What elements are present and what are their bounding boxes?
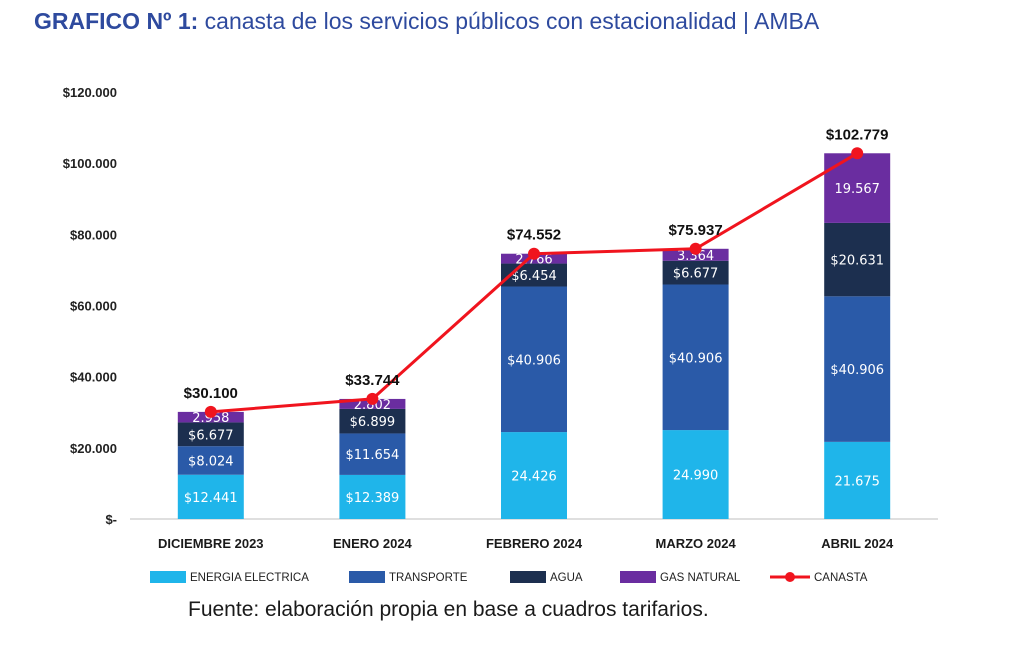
legend-label-agua: AGUA — [550, 572, 583, 584]
data-label-transporte: $8.024 — [188, 454, 234, 469]
data-label-gas-natural: 3.364 — [677, 249, 714, 264]
bar-segment-energia-electrica — [501, 432, 567, 519]
bar-segment-transporte — [824, 296, 891, 442]
legend-label-canasta: CANASTA — [814, 572, 868, 584]
data-label-agua: $6.677 — [188, 428, 234, 443]
canasta-point — [689, 242, 702, 255]
y-tick-label: $120.000 — [63, 85, 117, 100]
y-tick-label: $- — [105, 512, 117, 527]
data-label-transporte: $40.906 — [669, 351, 723, 366]
y-tick-label: $40.000 — [70, 370, 117, 385]
bar-segment-transporte — [662, 284, 729, 431]
bar-segment-transporte — [177, 446, 244, 475]
data-label-agua: $6.899 — [350, 415, 396, 430]
canasta-point — [851, 147, 864, 160]
data-label-energia-electrica: 24.990 — [673, 469, 719, 484]
data-label-transporte: $11.654 — [346, 448, 400, 463]
x-tick-label: MARZO 2024 — [655, 536, 736, 551]
data-label-energia-electrica: 24.426 — [511, 470, 557, 485]
bar-segment-agua — [339, 408, 406, 434]
x-tick-label: FEBRERO 2024 — [486, 536, 583, 551]
y-tick-label: $100.000 — [63, 156, 117, 171]
bar-segment-agua — [662, 260, 729, 285]
canasta-label: $30.100 — [184, 385, 238, 402]
y-tick-label: $60.000 — [70, 299, 117, 314]
canasta-label: $74.552 — [507, 227, 561, 244]
y-tick-label: $80.000 — [70, 227, 117, 242]
data-label-transporte: $40.906 — [830, 363, 884, 378]
data-label-gas-natural: 2.958 — [192, 411, 229, 426]
data-label-agua: $20.631 — [830, 254, 884, 269]
legend-swatch-gas-natural — [620, 571, 656, 583]
data-label-transporte: $40.906 — [507, 353, 561, 368]
chart-title-rest: canasta de los servicios públicos con es… — [198, 8, 820, 34]
canasta-point — [366, 392, 379, 405]
data-label-energia-electrica: $12.389 — [346, 491, 400, 506]
data-label-gas-natural: 2.802 — [354, 398, 391, 413]
x-tick-label: ABRIL 2024 — [821, 536, 894, 551]
bar-segment-agua — [177, 422, 244, 447]
legend-label-gas-natural: GAS NATURAL — [660, 572, 741, 584]
chart-title-lead: GRAFICO Nº 1: — [34, 8, 199, 34]
x-tick-label: ENERO 2024 — [333, 536, 413, 551]
bar-segment-energia-electrica — [339, 474, 406, 519]
canasta-point — [204, 405, 217, 418]
legend-swatch-transporte — [349, 571, 385, 583]
legend-label-energia-electrica: ENERGIA ELECTRICA — [190, 572, 309, 584]
x-tick-label: DICIEMBRE 2023 — [158, 536, 263, 551]
bar-segment-energia-electrica — [662, 430, 729, 519]
bar-segment-transporte — [339, 433, 406, 475]
bar-segment-energia-electrica — [177, 474, 244, 519]
chart-title: GRAFICO Nº 1: canasta de los servicios p… — [34, 8, 819, 35]
data-label-agua: $6.454 — [511, 269, 557, 284]
legend-label-transporte: TRANSPORTE — [389, 572, 468, 584]
data-label-energia-electrica: $12.441 — [184, 491, 238, 506]
canasta-label: $102.779 — [826, 126, 889, 143]
source-note: Fuente: elaboración propia en base a cua… — [188, 598, 709, 621]
legend-swatch-canasta-marker — [785, 572, 795, 582]
bar-segment-agua — [824, 222, 891, 297]
canasta-label: $75.937 — [668, 222, 722, 239]
canasta-point — [528, 247, 540, 260]
data-label-energia-electrica: 21.675 — [834, 474, 880, 489]
legend-swatch-energia-electrica — [150, 571, 186, 583]
bar-segment-energia-electrica — [824, 441, 891, 519]
legend-swatch-agua — [510, 571, 546, 583]
y-tick-label: $20.000 — [70, 441, 117, 456]
data-label-agua: $6.677 — [673, 267, 719, 282]
bar-segment-transporte — [501, 286, 567, 433]
data-label-gas-natural: 19.567 — [834, 182, 880, 197]
canasta-label: $33.744 — [345, 372, 400, 389]
